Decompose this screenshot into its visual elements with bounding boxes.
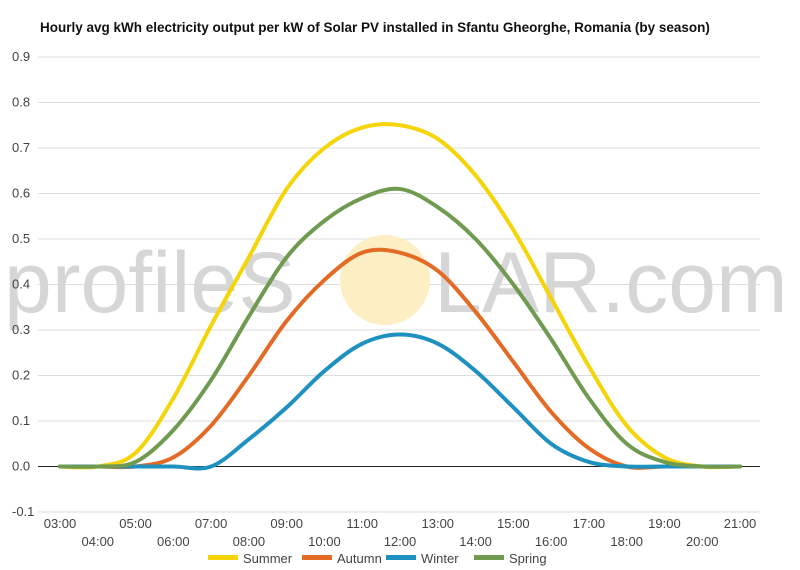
y-tick-label: -0.1	[12, 504, 34, 519]
y-axis-ticks: 0.9 0.8 0.7 0.6 0.5 0.4 0.3 0.2 0.1 0.0 -0.1	[12, 49, 34, 519]
x-tick-label: 06:00	[157, 534, 190, 549]
x-tick-label: 19:00	[648, 516, 681, 531]
x-tick-label: 20:00	[686, 534, 719, 549]
x-tick-label: 10:00	[308, 534, 341, 549]
legend: Summer Autumn Winter Spring	[208, 551, 547, 566]
y-tick-label: 0.5	[12, 231, 30, 246]
x-tick-label: 16:00	[535, 534, 568, 549]
x-tick-label: 11:00	[346, 516, 378, 531]
legend-label-winter: Winter	[421, 551, 459, 566]
chart-title: Hourly avg kWh electricity output per kW…	[40, 20, 710, 35]
legend-label-summer: Summer	[243, 551, 293, 566]
series-lines	[58, 122, 742, 471]
y-tick-label: 0.4	[12, 277, 30, 292]
series-line-spring	[58, 186, 742, 469]
legend-swatch-spring	[474, 555, 504, 560]
x-tick-label: 12:00	[384, 534, 417, 549]
y-tick-label: 0.3	[12, 322, 30, 337]
x-tick-label: 07:00	[195, 516, 228, 531]
series-line-winter	[58, 332, 742, 471]
y-tick-label: 0.7	[12, 140, 30, 155]
y-tick-label: 0.1	[12, 413, 30, 428]
x-tick-label: 13:00	[422, 516, 455, 531]
y-tick-label: 0.0	[12, 459, 30, 474]
x-tick-label: 04:00	[82, 534, 115, 549]
y-tick-label: 0.8	[12, 95, 30, 110]
x-tick-label: 21:00	[724, 516, 757, 531]
y-tick-label: 0.2	[12, 368, 30, 383]
x-tick-label: 14:00	[459, 534, 492, 549]
x-tick-label: 15:00	[497, 516, 530, 531]
watermark: profileS LAR.com	[4, 235, 788, 331]
y-tick-label: 0.9	[12, 49, 30, 64]
legend-swatch-autumn	[302, 555, 332, 560]
watermark-sun-icon	[340, 235, 430, 325]
y-tick-label: 0.6	[12, 186, 30, 201]
x-axis-ticks: 03:00 04:00 05:00 06:00 07:00 08:00 09:00 10:00…	[44, 516, 757, 549]
legend-swatch-winter	[386, 555, 416, 560]
x-tick-label: 18:00	[610, 534, 643, 549]
watermark-text-right: LAR.com	[434, 235, 788, 331]
x-tick-label: 05:00	[119, 516, 152, 531]
legend-label-spring: Spring	[509, 551, 547, 566]
legend-label-autumn: Autumn	[337, 551, 382, 566]
watermark-text-left: profileS	[4, 235, 296, 331]
x-tick-label: 03:00	[44, 516, 77, 531]
x-tick-label: 08:00	[233, 534, 266, 549]
x-tick-label: 17:00	[573, 516, 606, 531]
x-tick-label: 09:00	[270, 516, 303, 531]
legend-swatch-summer	[208, 555, 238, 560]
series-line-summer	[58, 122, 742, 470]
